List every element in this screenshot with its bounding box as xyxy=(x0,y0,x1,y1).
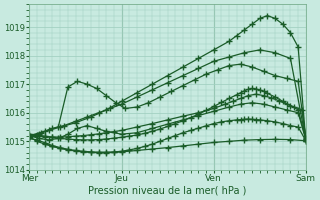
X-axis label: Pression niveau de la mer( hPa ): Pression niveau de la mer( hPa ) xyxy=(88,186,247,196)
